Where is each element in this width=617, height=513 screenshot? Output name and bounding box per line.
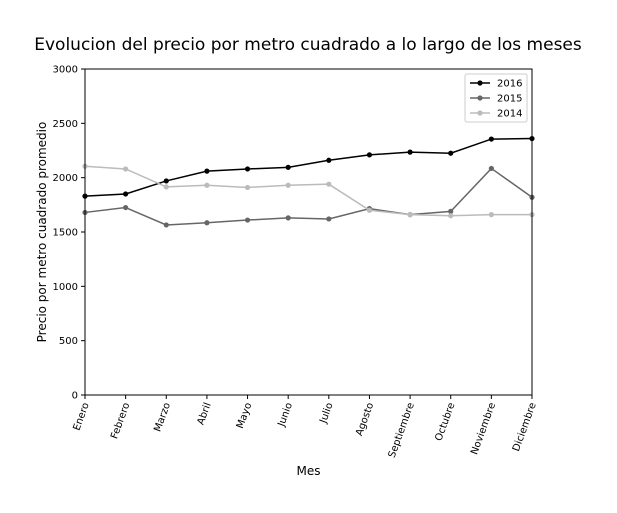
- data-point-2015: [448, 208, 454, 214]
- data-point-2015: [123, 204, 129, 211]
- data-point-2016: [285, 164, 291, 170]
- series-line-2015: [84, 167, 533, 226]
- data-point-2016: [163, 178, 169, 184]
- x-tick-label: Febrero: [109, 401, 132, 440]
- legend-label-2014: 2014: [497, 109, 522, 120]
- data-point-2016: [407, 149, 413, 155]
- data-point-2016: [244, 166, 251, 172]
- x-tick-label: Junio: [276, 401, 295, 429]
- data-point-2014: [326, 181, 332, 187]
- data-point-2014: [244, 184, 251, 191]
- legend-marker-2014: [477, 110, 483, 116]
- x-tick-label: Enero: [72, 401, 92, 432]
- x-tick-label: Octubre: [434, 401, 458, 442]
- y-tick-label: 2000: [53, 173, 78, 184]
- y-tick-label: 3000: [53, 65, 78, 76]
- data-point-2014: [285, 182, 291, 188]
- data-point-2016: [488, 136, 494, 142]
- data-point-2016: [123, 191, 129, 197]
- data-point-2016: [366, 152, 373, 158]
- data-point-2015: [163, 222, 169, 228]
- chart-title: Evolucion del precio por metro cuadrado …: [34, 35, 582, 55]
- y-tick-label: 1500: [53, 228, 78, 239]
- y-tick-label: 1000: [53, 282, 78, 293]
- x-tick-label: Mayo: [235, 401, 255, 430]
- y-tick-label: 0: [72, 391, 78, 402]
- data-point-2014: [488, 212, 494, 218]
- x-axis-label: Mes: [297, 464, 321, 478]
- series-line-2016: [84, 137, 533, 197]
- x-tick-label: Marzo: [152, 401, 173, 433]
- x-tick-label: Abril: [196, 401, 214, 426]
- data-point-2015: [488, 165, 494, 172]
- legend-marker-2015: [477, 95, 483, 101]
- legend-label-2015: 2015: [497, 94, 522, 105]
- y-tick-label: 2500: [53, 119, 78, 130]
- data-point-2014: [123, 166, 129, 172]
- y-axis-label: Precio por metro cuadrado promedio: [35, 122, 49, 343]
- plot-frame: [84, 68, 533, 396]
- legend-label-2016: 2016: [497, 79, 522, 90]
- data-point-2014: [163, 184, 169, 190]
- series-line-2014: [84, 165, 532, 217]
- data-point-2015: [244, 217, 251, 223]
- x-tick-label: Julio: [318, 401, 336, 425]
- data-point-2015: [326, 216, 332, 222]
- legend-marker-2016: [477, 80, 483, 86]
- y-tick-label: 500: [59, 336, 78, 347]
- data-point-2016: [448, 150, 454, 156]
- data-point-2014: [448, 213, 454, 219]
- data-point-2016: [326, 157, 332, 163]
- x-tick-label: Septiembre: [387, 401, 417, 459]
- data-point-2016: [204, 168, 210, 174]
- data-point-2015: [204, 220, 210, 226]
- x-tick-label: Noviembre: [469, 401, 498, 456]
- legend-box: [464, 73, 528, 123]
- data-point-2014: [204, 182, 210, 188]
- x-tick-label: Diciembre: [511, 401, 539, 453]
- data-point-2015: [285, 215, 291, 221]
- data-point-2014: [366, 207, 373, 213]
- data-point-2014: [407, 212, 413, 218]
- x-tick-label: Agosto: [354, 401, 376, 437]
